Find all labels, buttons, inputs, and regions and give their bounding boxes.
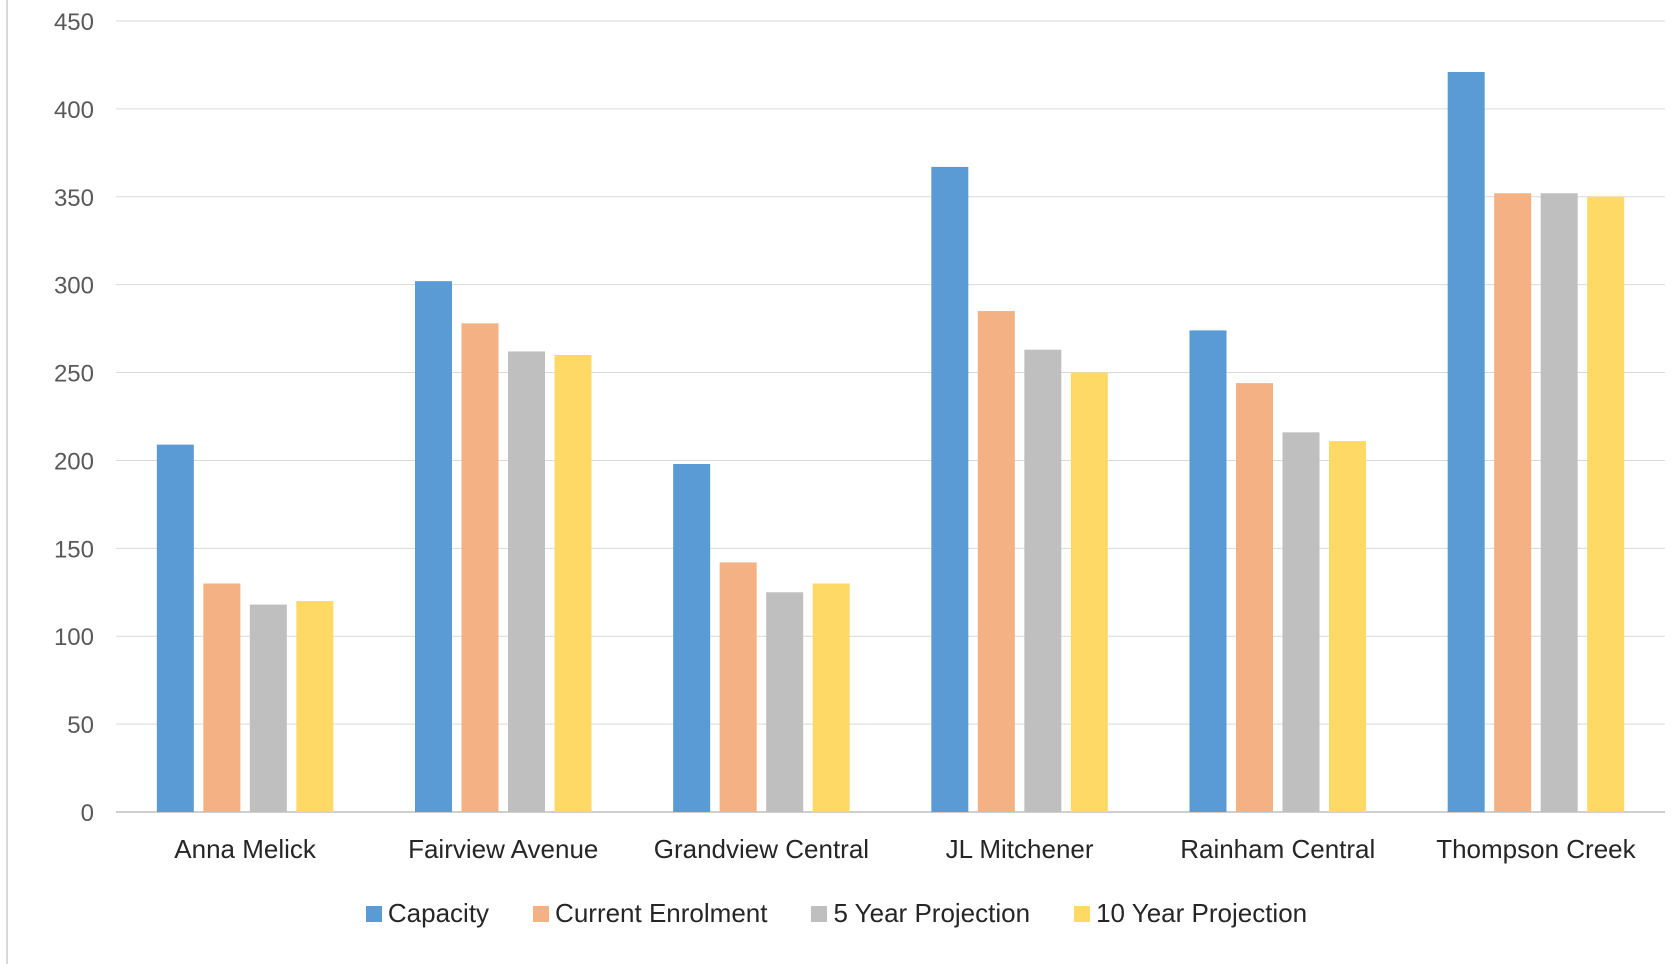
legend-label: Current Enrolment <box>555 898 768 928</box>
bar <box>415 281 452 812</box>
bar-chart: 0 50 100 150 200 250 300 350 400 450 Anna Melick F… <box>54 9 1665 864</box>
bar <box>719 562 757 812</box>
legend: Capacity Current Enrolment 5 Year Projecti… <box>0 898 1673 929</box>
y-tick-label: 0 <box>81 800 94 827</box>
legend-swatch <box>533 905 550 922</box>
bar <box>1024 349 1062 812</box>
bars <box>156 71 1625 813</box>
x-tick-label: Grandview Central <box>654 834 869 864</box>
bar <box>1329 441 1366 812</box>
gridlines <box>116 20 1665 813</box>
y-tick-label: 100 <box>54 624 94 651</box>
y-tick-label: 400 <box>54 97 94 124</box>
legend-item: Current Enrolment <box>533 898 767 929</box>
bar <box>1447 71 1485 812</box>
bar <box>1236 383 1273 812</box>
x-tick-label: Rainham Central <box>1180 834 1375 864</box>
bar <box>508 351 545 812</box>
bar <box>931 166 969 812</box>
bar <box>1282 432 1320 812</box>
legend-swatch <box>365 905 382 922</box>
legend-item: 10 Year Projection <box>1074 898 1307 929</box>
bar <box>249 604 287 812</box>
y-tick-label: 300 <box>54 273 94 300</box>
bar <box>461 323 499 812</box>
y-tick-label: 50 <box>67 712 94 739</box>
bar <box>1540 193 1578 813</box>
y-axis-ticks: 0 50 100 150 200 250 300 350 400 450 <box>54 9 94 827</box>
y-tick-label: 350 <box>54 185 94 212</box>
legend-swatch <box>811 905 828 922</box>
y-tick-label: 200 <box>54 448 94 475</box>
legend-item: Capacity <box>365 898 490 929</box>
frame-left-border <box>6 0 8 964</box>
bar <box>812 583 850 812</box>
x-tick-label: JL Mitchener <box>946 834 1094 864</box>
bar <box>977 311 1015 812</box>
legend-item: 5 Year Projection <box>811 898 1030 929</box>
bar <box>1494 193 1532 813</box>
y-tick-label: 450 <box>54 9 94 36</box>
x-tick-label: Thompson Creek <box>1436 834 1636 864</box>
bar <box>296 601 334 812</box>
bar <box>203 583 241 812</box>
legend-label: 10 Year Projection <box>1096 898 1308 928</box>
y-tick-label: 250 <box>54 361 94 388</box>
bar <box>1587 196 1625 812</box>
legend-label: 5 Year Projection <box>833 898 1031 928</box>
x-tick-label: Anna Melick <box>174 834 317 864</box>
bar <box>1189 330 1227 812</box>
x-tick-label: Fairview Avenue <box>408 834 598 864</box>
legend-label: Capacity <box>387 898 490 928</box>
x-axis-ticks: Anna Melick Fairview Avenue Grandview Cent… <box>174 834 1636 864</box>
bar <box>554 354 592 812</box>
legend-swatch <box>1074 905 1091 922</box>
bar <box>156 444 194 812</box>
y-tick-label: 150 <box>54 536 94 563</box>
bar <box>766 592 804 812</box>
bar <box>673 463 711 812</box>
bar <box>1070 372 1108 812</box>
